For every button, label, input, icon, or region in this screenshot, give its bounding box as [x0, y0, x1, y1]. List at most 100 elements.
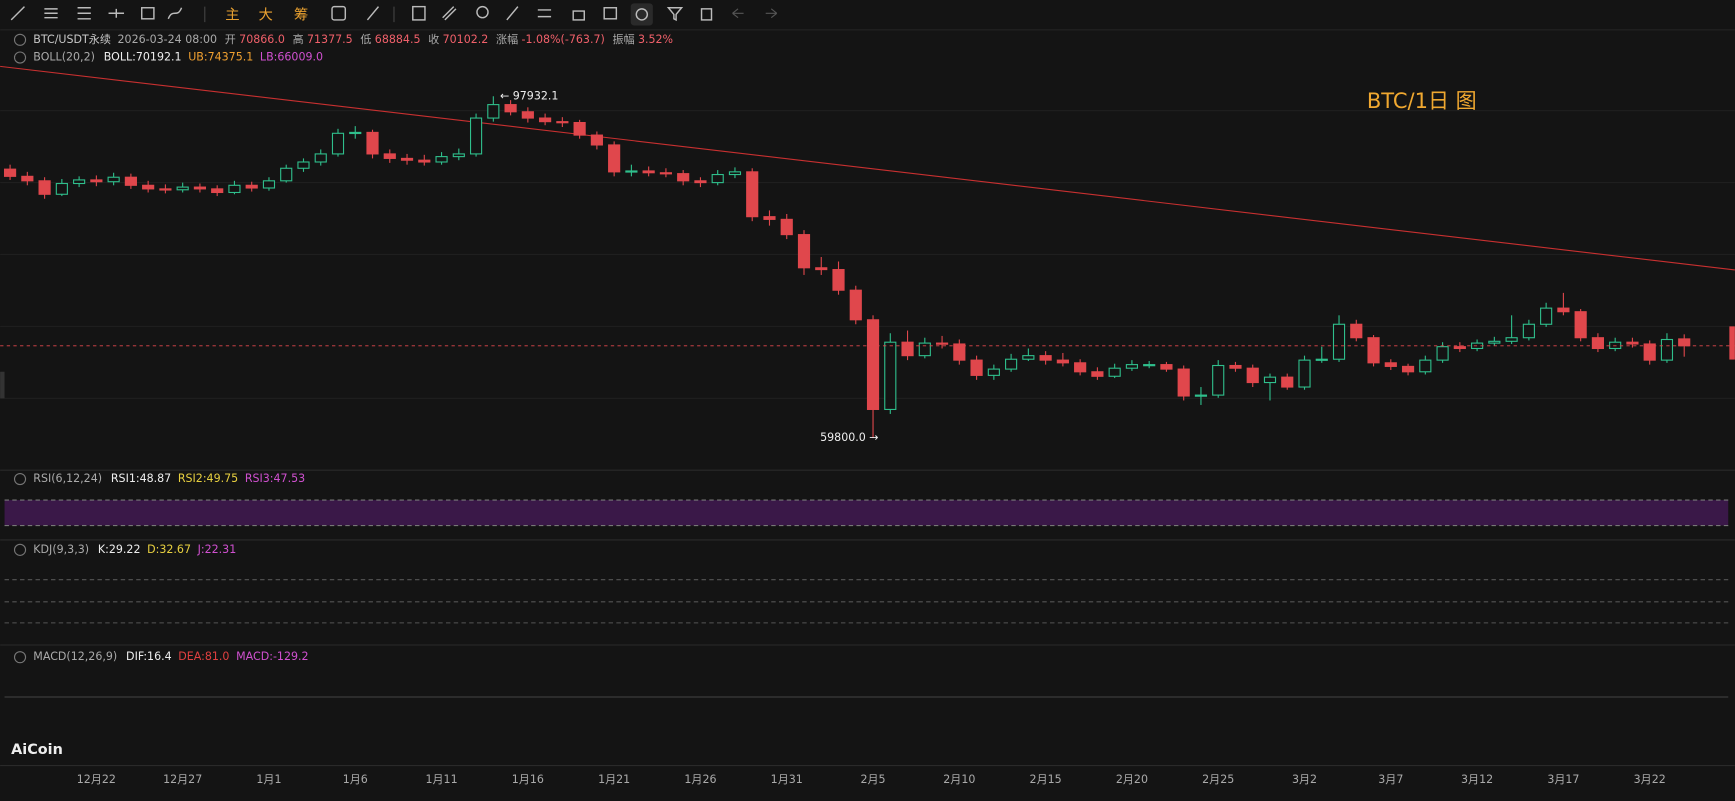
- collapse-icon[interactable]: [13, 651, 27, 664]
- collapse-icon[interactable]: [13, 472, 27, 486]
- candle-body: [849, 289, 862, 321]
- candle-body: [1401, 365, 1415, 373]
- candle-body: [1522, 323, 1535, 339]
- candle-body: [590, 134, 603, 146]
- tool-line[interactable]: [10, 6, 25, 21]
- candle-body: [780, 218, 793, 236]
- tool-curve[interactable]: [167, 7, 183, 20]
- collapse-icon[interactable]: [13, 543, 27, 556]
- candle-body: [1263, 376, 1277, 384]
- candle-body: [107, 176, 120, 183]
- candle-body: [159, 188, 172, 191]
- tool-undo[interactable]: [732, 8, 744, 19]
- tool-pen[interactable]: [366, 6, 380, 21]
- tool-brush[interactable]: [506, 6, 519, 21]
- collapse-icon[interactable]: [13, 33, 27, 46]
- candle-body: [746, 171, 759, 218]
- candle-body: [245, 184, 258, 189]
- x-tick-label: 2月10: [943, 773, 975, 786]
- candle-body: [1626, 341, 1639, 345]
- tool-lock[interactable]: [572, 10, 585, 21]
- quote-value: 70102.2: [443, 33, 489, 46]
- boll-name: BOLL(20,2): [33, 51, 95, 64]
- candle-body: [193, 186, 207, 190]
- quote-value: 70866.0: [239, 33, 285, 46]
- candle-body: [469, 117, 483, 155]
- toolbar: 主 大 筹: [10, 3, 778, 26]
- candle-body: [418, 159, 431, 163]
- macd-dea: DEA:81.0: [178, 650, 229, 663]
- tool-redo[interactable]: [765, 8, 778, 19]
- collapse-icon[interactable]: [13, 51, 27, 64]
- trend-line: [0, 65, 1735, 271]
- tool-indicator[interactable]: [331, 5, 347, 21]
- candle-body: [1591, 337, 1604, 350]
- tool-delete[interactable]: [700, 8, 713, 21]
- x-axis: 12月22 12月27 1月1 1月6 1月11 1月16 1月21 1月26 1月31 2月5 2…: [77, 773, 1666, 786]
- kdj-j: J:22.31: [197, 543, 237, 556]
- candle-body: [55, 182, 68, 195]
- tool-hlines[interactable]: [44, 8, 58, 19]
- x-tick-label: 1月1: [256, 773, 281, 786]
- quote-label: 低: [360, 33, 371, 46]
- tool-magnet[interactable]: [537, 9, 552, 18]
- tool-active-bg: [630, 3, 653, 26]
- tool-main[interactable]: 主: [225, 6, 239, 23]
- candle-body: [1643, 343, 1656, 361]
- price-tag: [1729, 326, 1735, 360]
- candle-body: [73, 179, 86, 185]
- candle-body: [1125, 364, 1139, 369]
- tool-zoom[interactable]: [476, 5, 489, 19]
- side-handle[interactable]: [0, 371, 5, 399]
- quote-value: 68884.5: [375, 33, 421, 46]
- candle-body: [1056, 359, 1069, 364]
- tool-ruler[interactable]: [442, 6, 457, 21]
- tool-filter[interactable]: [666, 7, 684, 22]
- tool-select[interactable]: [412, 5, 426, 21]
- rsi-band: [4, 500, 1729, 526]
- candle-body: [832, 269, 845, 291]
- candle-body: [1350, 323, 1363, 339]
- candle-body: [1315, 358, 1328, 361]
- candle-body: [1091, 371, 1104, 377]
- candle-body: [1177, 368, 1190, 397]
- tool-rect[interactable]: [141, 7, 155, 20]
- candle-body: [1505, 337, 1518, 342]
- x-tick-label: 1月31: [771, 773, 803, 786]
- x-tick-label: 3月12: [1461, 773, 1493, 786]
- candle-body: [608, 144, 621, 173]
- candle-body: [1453, 346, 1466, 350]
- candle-body: [314, 153, 327, 163]
- candle-body: [987, 368, 1000, 376]
- candle-body: [297, 161, 310, 169]
- rsi3: RSI3:47.53: [245, 472, 305, 485]
- candle-body: [228, 184, 241, 194]
- tool-snap[interactable]: [635, 8, 649, 21]
- candle-body: [659, 172, 673, 175]
- candle-body: [935, 342, 949, 345]
- x-tick-label: 1月21: [598, 773, 630, 786]
- tool-big[interactable]: 大: [258, 6, 272, 23]
- candle-body: [556, 121, 569, 124]
- brand: AiCoin: [11, 742, 63, 758]
- candle-body: [953, 343, 966, 361]
- candle-body: [521, 111, 534, 119]
- candle-body: [280, 167, 293, 182]
- tool-cross[interactable]: [108, 8, 125, 18]
- candle-body: [1074, 362, 1087, 373]
- x-tick-label: 2月20: [1116, 773, 1148, 786]
- candle-body: [1298, 359, 1311, 388]
- quote-label: 振幅: [613, 32, 635, 46]
- tool-channel[interactable]: [77, 7, 91, 20]
- tool-chips[interactable]: 筹: [294, 6, 308, 23]
- candle-body: [1160, 364, 1173, 370]
- boll-mid: BOLL:70192.1: [104, 51, 182, 64]
- tool-eye[interactable]: [603, 7, 618, 20]
- macd-value: MACD:-129.2: [236, 650, 308, 663]
- x-tick-label: 3月22: [1634, 773, 1666, 786]
- quote-value: 71377.5: [307, 33, 353, 46]
- boll-lb: LB:66009.0: [260, 51, 323, 64]
- quote-header: BTC/USDT永续 2026-03-24 08:00 开 70866.0 高 71377…: [33, 32, 673, 46]
- candle-body: [763, 216, 776, 220]
